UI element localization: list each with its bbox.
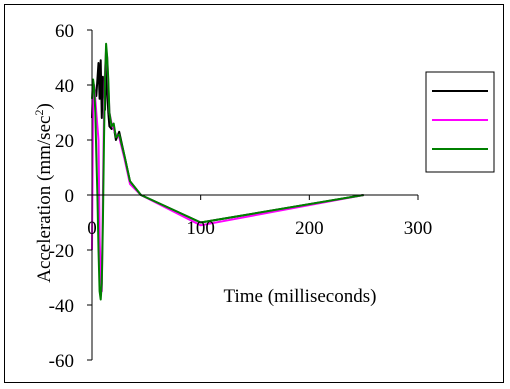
x-tick-label: 0 — [87, 218, 97, 239]
x-tick-label: 200 — [295, 218, 324, 239]
x-tick-label: 300 — [404, 218, 433, 239]
y-axis-title-main: Acceleration (mm/sec — [34, 116, 55, 283]
y-axis-title-close: ) — [34, 103, 55, 109]
series-line-3 — [91, 42, 364, 301]
series-layer — [91, 42, 364, 301]
y-axis-title: Acceleration (mm/sec2) — [32, 103, 55, 283]
y-tick-label: -60 — [49, 351, 74, 372]
ticks-layer — [87, 29, 419, 361]
y-tick-label: 40 — [55, 76, 74, 97]
series-line-1 — [91, 59, 364, 224]
axes-layer — [91, 30, 418, 360]
y-tick-label: -20 — [49, 241, 74, 262]
legend — [425, 71, 495, 173]
legend-items — [432, 90, 488, 150]
y-tick-label: -40 — [49, 296, 74, 317]
y-tick-label: 60 — [55, 21, 74, 42]
y-axis-title-superscript: 2 — [32, 110, 46, 116]
y-tick-label: 20 — [55, 131, 74, 152]
y-tick-label: 0 — [65, 186, 75, 207]
x-axis-title: Time (milliseconds) — [224, 286, 377, 307]
x-tick-label: 100 — [186, 218, 215, 239]
legend-box — [425, 71, 495, 173]
series-line-2 — [91, 48, 364, 293]
chart-frame — [4, 4, 504, 383]
